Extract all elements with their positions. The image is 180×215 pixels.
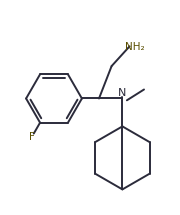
- Text: F: F: [29, 132, 35, 142]
- Text: N: N: [118, 88, 127, 98]
- Text: NH₂: NH₂: [125, 42, 145, 52]
